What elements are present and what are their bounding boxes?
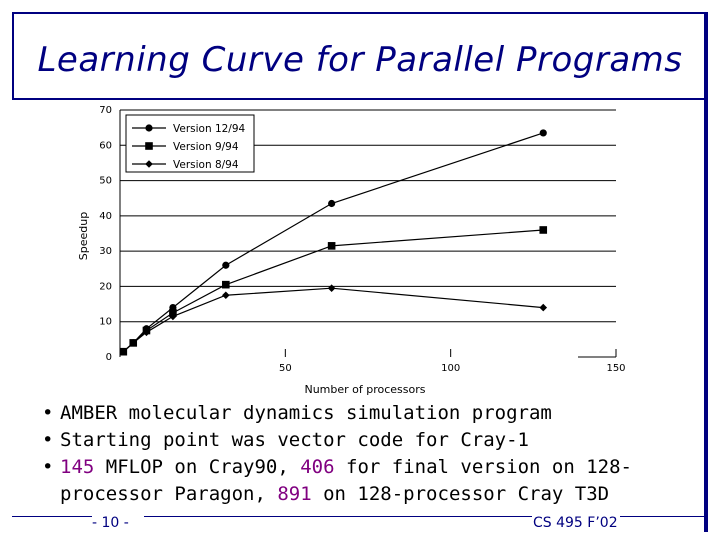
series-line <box>122 287 544 353</box>
bullet-text: AMBER molecular dynamics simulation prog… <box>60 402 552 424</box>
data-point-diamond <box>119 347 128 356</box>
highlight-number: 145 <box>60 456 95 478</box>
bullet-marker: • <box>42 456 54 478</box>
footer-rule-right <box>620 516 708 517</box>
data-point-diamond <box>169 312 177 321</box>
bullet-item: • 145 MFLOP on Cray90, 406 for final vers… <box>42 454 702 508</box>
y-tick-label: 70 <box>99 105 112 116</box>
x-tick-label: 50 <box>279 363 292 374</box>
data-point-diamond <box>222 291 230 300</box>
y-tick-label: 40 <box>99 211 112 222</box>
bullet-list: • AMBER molecular dynamics simulation pro… <box>42 400 702 508</box>
y-tick-label: 10 <box>99 317 112 328</box>
x-axis-label: Number of processors <box>304 383 425 396</box>
data-point-square <box>145 142 153 150</box>
data-point-circle <box>145 124 153 132</box>
data-point-square <box>222 280 230 289</box>
data-point-circle <box>539 129 547 137</box>
bullet-item: • AMBER molecular dynamics simulation pro… <box>42 400 702 427</box>
data-point-square <box>327 242 336 250</box>
legend-label: Version 9/94 <box>173 141 239 153</box>
footer-rule-middle <box>144 516 532 517</box>
bullet-text: for final version on 128-processor Parag… <box>60 456 632 505</box>
highlight-number: 406 <box>300 456 335 478</box>
y-tick-label: 30 <box>99 246 112 257</box>
bullet-item: • Starting point was vector code for Cray… <box>42 427 702 454</box>
bullet-marker: • <box>42 402 54 424</box>
bullet-marker: • <box>42 429 54 451</box>
bullet-text: on 128-processor Cray T3D <box>311 483 610 505</box>
y-tick-label: 50 <box>99 176 112 187</box>
legend-label: Version 8/94 <box>173 159 239 171</box>
page-number: - 10 - <box>92 515 129 531</box>
bullet-text: MFLOP on Cray90, <box>94 456 301 478</box>
y-tick-label: 0 <box>106 352 112 363</box>
y-tick-label: 60 <box>99 140 112 151</box>
data-point-square <box>539 226 548 234</box>
y-tick-label: 20 <box>99 281 112 292</box>
highlight-number: 891 <box>277 483 312 505</box>
data-point-circle <box>328 199 336 208</box>
speedup-chart: 0 10 20 30 40 50 60 70 50 100 150 Number of process… <box>77 105 626 396</box>
data-point-circle <box>222 261 230 269</box>
bullet-text: Starting point was vector code for Cray-… <box>60 429 529 451</box>
data-point-diamond <box>142 328 151 337</box>
y-axis-label: Speedup <box>77 212 90 260</box>
data-point-diamond <box>327 284 336 292</box>
course-label: CS 495 F’02 <box>533 515 618 531</box>
frame-right-border <box>704 12 708 532</box>
data-point-diamond <box>129 339 138 347</box>
footer-rule-left <box>12 516 92 517</box>
x-tick-label: 150 <box>606 363 625 374</box>
data-point-diamond <box>539 303 548 312</box>
data-point-diamond <box>145 160 153 168</box>
page-title: Learning Curve for Parallel Programs <box>37 40 683 80</box>
legend-label: Version 12/94 <box>173 123 246 135</box>
x-tick-label: 100 <box>441 363 460 374</box>
